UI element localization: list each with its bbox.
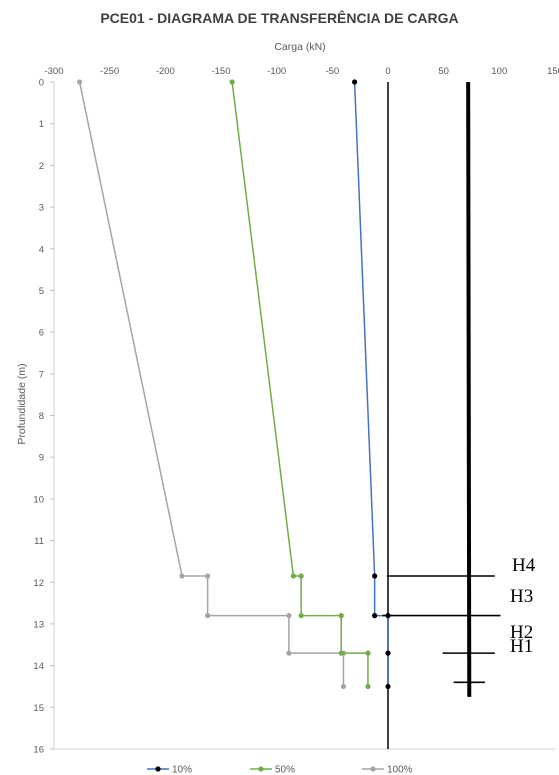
data-point-50pct <box>229 79 235 85</box>
y-tick-label: 5 <box>39 286 44 297</box>
data-point-10pct <box>372 573 378 579</box>
layer-marker-label: H1 <box>510 636 533 657</box>
y-tick-label: 11 <box>34 536 44 547</box>
data-point-100pct <box>77 79 83 85</box>
series-line-100pct <box>78 81 345 687</box>
layer-marker-label: H2 <box>510 622 533 643</box>
data-point-10pct <box>352 79 358 85</box>
legend: 10% 50% 100% <box>147 765 413 775</box>
legend-marker <box>258 766 264 772</box>
y-tick-label: 16 <box>33 745 44 756</box>
y-tick-label: 9 <box>39 453 44 464</box>
y-tick-label: 10 <box>33 494 44 505</box>
data-point-10pct <box>385 650 391 656</box>
x-tick-label: -200 <box>156 66 175 77</box>
data-point-50pct <box>298 573 304 579</box>
y-tick-label: 8 <box>39 411 44 422</box>
data-point-10pct <box>372 613 378 619</box>
series-group <box>77 79 391 690</box>
data-point-100pct <box>179 573 185 579</box>
legend-label: 10% <box>172 765 192 775</box>
legend-label: 100% <box>387 765 413 775</box>
y-tick-label: 14 <box>33 661 44 672</box>
x-tick-label: -300 <box>44 66 63 77</box>
y-tick-label: 0 <box>39 78 44 89</box>
y-tick-label: 2 <box>39 161 44 172</box>
x-axis-label: Carga (kN) <box>274 41 325 53</box>
y-tick-label: 3 <box>39 203 44 214</box>
x-tick-label: 0 <box>385 66 390 77</box>
data-point-50pct <box>298 613 304 619</box>
data-point-100pct <box>205 573 211 579</box>
data-point-50pct <box>365 683 371 690</box>
data-point-50pct <box>338 613 344 619</box>
x-tick-label: 100 <box>491 66 507 77</box>
y-tick-label: 12 <box>33 578 44 589</box>
data-point-100pct <box>286 650 292 656</box>
legend-label: 50% <box>275 765 295 775</box>
y-tick-label: 7 <box>39 369 44 380</box>
y-tick-label: 1 <box>39 119 44 130</box>
data-point-100pct <box>340 683 347 690</box>
layer-marker-label: H4 <box>512 555 536 576</box>
x-tick-label: -100 <box>267 66 286 77</box>
series-line-10pct <box>353 81 389 687</box>
y-axis-label: Profundidade (m) <box>16 363 28 444</box>
layer-marker-label: H3 <box>510 586 533 607</box>
y-tick-label: 13 <box>33 619 44 630</box>
data-point-50pct <box>338 650 344 656</box>
y-tick-label: 4 <box>39 244 44 255</box>
x-tick-label: 50 <box>438 66 449 77</box>
x-tick-label: -250 <box>100 66 119 77</box>
data-point-50pct <box>290 573 296 579</box>
data-point-50pct <box>365 650 371 656</box>
data-point-10pct <box>385 683 391 690</box>
legend-marker <box>370 766 376 772</box>
data-point-100pct <box>205 613 211 619</box>
y-tick-label: 6 <box>39 328 44 339</box>
plot-area: -300-250-200-150-100-5005010015001234567… <box>33 66 559 756</box>
series-line-50pct <box>231 81 369 687</box>
chart-title: PCE01 - DIAGRAMA DE TRANSFERÊNCIA DE CAR… <box>100 10 459 26</box>
legend-marker <box>155 766 161 772</box>
y-tick-label: 15 <box>33 703 44 714</box>
x-tick-label: -50 <box>325 66 339 77</box>
pile-line <box>466 81 472 697</box>
data-point-100pct <box>286 613 292 619</box>
x-tick-label: 150 <box>547 66 559 77</box>
x-tick-label: -150 <box>211 66 230 77</box>
